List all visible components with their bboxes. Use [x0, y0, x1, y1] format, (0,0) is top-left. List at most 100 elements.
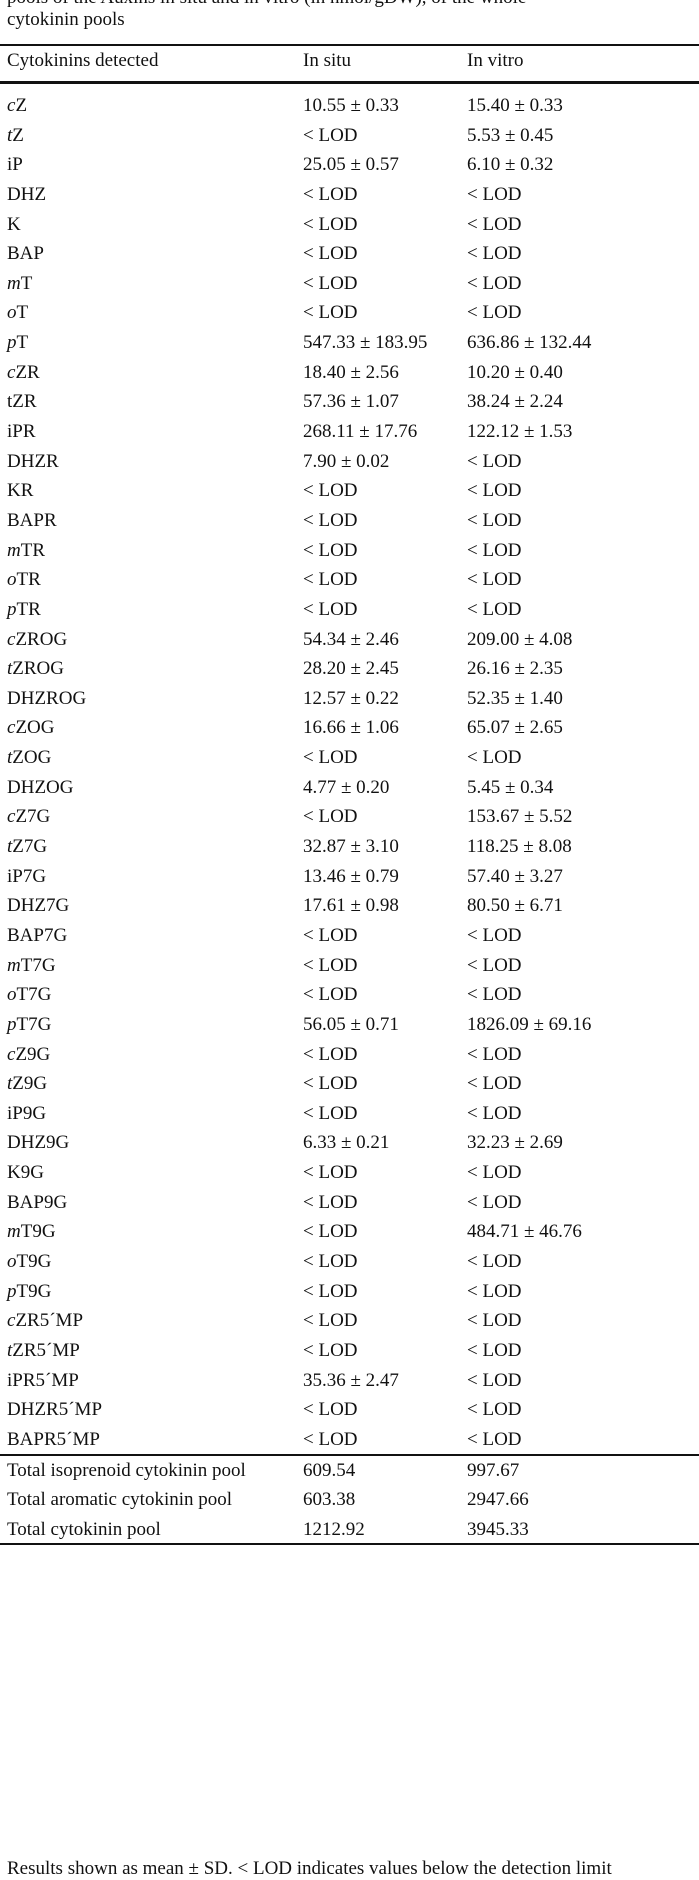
compound-label: T7G — [16, 984, 52, 1006]
compound-name: DHZR5´MP — [7, 1395, 102, 1425]
in-situ-value: 4.77 ± 0.20 — [303, 776, 390, 798]
table-caption-line-2: cytokinin pools — [7, 9, 125, 30]
in-situ-value: 268.11 ± 17.76 — [303, 421, 418, 443]
in-situ-value: < LOD — [303, 984, 358, 1006]
compound-name: BAPR — [7, 506, 57, 536]
table-row: KR < LOD < LOD — [0, 476, 699, 506]
table-row: K9G < LOD < LOD — [0, 1158, 699, 1188]
isomer-prefix: t — [7, 747, 13, 769]
compound-name: oT9G — [7, 1247, 51, 1277]
compound-label: T9G — [16, 1280, 52, 1302]
isomer-prefix: o — [7, 1250, 17, 1272]
table-row: K < LOD < LOD — [0, 210, 699, 240]
in-vitro-value: < LOD — [467, 1043, 522, 1065]
total-in-vitro: 2947.66 — [467, 1489, 529, 1511]
table-row: DHZ9G 6.33 ± 0.21 32.23 ± 2.69 — [0, 1128, 699, 1158]
in-vitro-value: < LOD — [467, 213, 522, 235]
in-situ-value: 32.87 ± 3.10 — [303, 836, 399, 858]
isomer-prefix: t — [7, 1073, 13, 1095]
table-row: cZ7G < LOD 153.67 ± 5.52 — [0, 802, 699, 832]
table-row: DHZR5´MP < LOD < LOD — [0, 1395, 699, 1425]
compound-name: cZOG — [7, 713, 55, 743]
table-row: mTR < LOD < LOD — [0, 536, 699, 566]
isomer-prefix: o — [7, 569, 17, 591]
total-label: Total aromatic cytokinin pool — [7, 1489, 233, 1511]
in-situ-value: < LOD — [303, 183, 358, 205]
compound-name: cZ9G — [7, 1040, 50, 1070]
table-top-rule — [0, 44, 699, 46]
in-vitro-value: 10.20 ± 0.40 — [467, 361, 563, 383]
isomer-prefix: t — [7, 836, 13, 858]
in-situ-value: < LOD — [303, 302, 358, 324]
in-situ-value: < LOD — [303, 509, 358, 531]
compound-label: tZR — [7, 391, 37, 413]
table-row: DHZ < LOD < LOD — [0, 180, 699, 210]
in-situ-value: < LOD — [303, 1162, 358, 1184]
compound-name: BAP7G — [7, 921, 67, 951]
in-situ-value: < LOD — [303, 1191, 358, 1213]
compound-label: K — [7, 213, 21, 235]
compound-label: ZROG — [15, 628, 68, 650]
in-vitro-value: 153.67 ± 5.52 — [467, 806, 573, 828]
header-rule — [0, 81, 699, 84]
compound-label: Z9G — [12, 1073, 48, 1095]
compound-name: BAPR5´MP — [7, 1425, 100, 1455]
compound-name: DHZOG — [7, 773, 74, 803]
in-situ-value: < LOD — [303, 1043, 358, 1065]
compound-label: Z — [15, 95, 28, 116]
isomer-prefix: o — [7, 302, 17, 324]
table-row: mT7G < LOD < LOD — [0, 951, 699, 981]
table-row: BAPR5´MP < LOD < LOD — [0, 1425, 699, 1455]
in-situ-value: < LOD — [303, 1428, 358, 1450]
in-situ-value: 28.20 ± 2.45 — [303, 658, 399, 680]
table-row: iPR5´MP 35.36 ± 2.47 < LOD — [0, 1366, 699, 1396]
in-vitro-value: 26.16 ± 2.35 — [467, 658, 563, 680]
compound-label: iPR5´MP — [7, 1369, 79, 1391]
in-situ-value: < LOD — [303, 539, 358, 561]
table-row: BAP7G < LOD < LOD — [0, 921, 699, 951]
compound-name: cZROG — [7, 625, 67, 655]
compound-name: tZR5´MP — [7, 1336, 80, 1366]
compound-label: DHZR — [7, 450, 59, 472]
compound-name: mT7G — [7, 951, 56, 981]
isomer-prefix: p — [7, 332, 17, 354]
in-situ-value: 17.61 ± 0.98 — [303, 895, 399, 917]
in-vitro-value: < LOD — [467, 302, 522, 324]
compound-label: BAPR — [7, 509, 57, 531]
compound-label: ZR — [15, 361, 40, 383]
isomer-prefix: m — [7, 539, 21, 561]
table-row: tZR 57.36 ± 1.07 38.24 ± 2.24 — [0, 387, 699, 417]
in-situ-value: < LOD — [303, 1221, 358, 1243]
total-label: Total cytokinin pool — [7, 1518, 161, 1540]
isomer-prefix: o — [7, 984, 17, 1006]
table-row: cZOG 16.66 ± 1.06 65.07 ± 2.65 — [0, 713, 699, 743]
compound-label: T9G — [20, 1221, 56, 1243]
table-row: DHZOG 4.77 ± 0.20 5.45 ± 0.34 — [0, 773, 699, 803]
total-in-situ: 1212.92 — [303, 1518, 365, 1540]
compound-label: T — [16, 302, 29, 324]
isomer-prefix: m — [7, 272, 21, 294]
compound-label: K9G — [7, 1162, 44, 1184]
table-row: pTR < LOD < LOD — [0, 595, 699, 625]
table-body: cZ 10.55 ± 0.33 15.40 ± 0.33 tZ < LOD 5.53 ± … — [0, 91, 699, 1454]
in-situ-value: < LOD — [303, 1339, 358, 1361]
isomer-prefix: p — [7, 1280, 17, 1302]
compound-name: DHZR — [7, 447, 59, 477]
in-situ-value: 7.90 ± 0.02 — [303, 450, 390, 472]
compound-label: DHZ7G — [7, 895, 70, 917]
in-vitro-value: 5.53 ± 0.45 — [467, 124, 554, 146]
table-row: DHZROG 12.57 ± 0.22 52.35 ± 1.40 — [0, 684, 699, 714]
in-vitro-value: < LOD — [467, 1250, 522, 1272]
table-row: mT < LOD < LOD — [0, 269, 699, 299]
in-vitro-value: < LOD — [467, 450, 522, 472]
in-vitro-value: < LOD — [467, 1310, 522, 1332]
compound-label: DHZROG — [7, 687, 87, 709]
header-in-vitro: In vitro — [467, 50, 524, 71]
total-row: Total aromatic cytokinin pool 603.38 2947.… — [0, 1485, 699, 1514]
table-row: tZ < LOD 5.53 ± 0.45 — [0, 121, 699, 151]
in-vitro-value: 38.24 ± 2.24 — [467, 391, 563, 413]
in-vitro-value: 80.50 ± 6.71 — [467, 895, 563, 917]
in-situ-value: 10.55 ± 0.33 — [303, 95, 399, 116]
compound-name: pT — [7, 328, 28, 358]
in-situ-value: 57.36 ± 1.07 — [303, 391, 399, 413]
